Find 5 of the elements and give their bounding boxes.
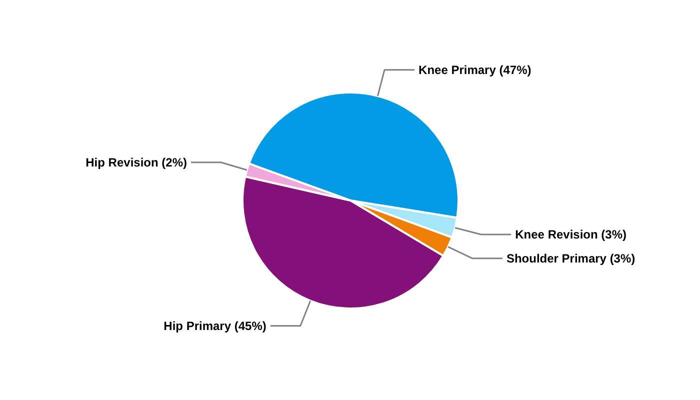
slice-label: Knee Revision (3%): [515, 228, 627, 242]
slice-label: Hip Primary (45%): [164, 318, 266, 333]
slice-label: Hip Revision (2%): [86, 155, 187, 170]
slice-label: Shoulder Primary (3%): [506, 251, 636, 266]
slice-label: Knee Primary (47%): [418, 62, 532, 77]
